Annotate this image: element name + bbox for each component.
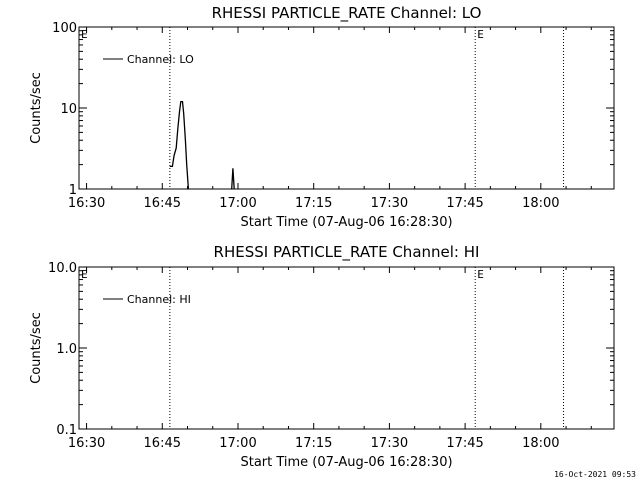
panel-2-y-tick-label: 0.1: [56, 423, 77, 438]
panel-2-y-tick-label: 10.0: [48, 261, 77, 276]
panel-2-x-axis-label: Start Time (07-Aug-06 16:28:30): [240, 455, 452, 470]
panel-1-event-flag: E: [477, 28, 484, 41]
panel-2-x-tick-label: 17:00: [219, 436, 256, 451]
panel-2-plot-frame: [78, 266, 615, 430]
panel-2-x-tick-label: 17:45: [446, 436, 483, 451]
panel-1-series-blip: [231, 168, 235, 190]
panel-2-x-tick-label: 17:30: [371, 436, 408, 451]
panel-2-chart-title: RHESSI PARTICLE_RATE Channel: HI: [214, 243, 480, 262]
panel-2-event-flag: E: [81, 268, 88, 281]
panel-1-x-axis-label: Start Time (07-Aug-06 16:28:30): [240, 215, 452, 230]
panel-1-x-tick-label: 16:45: [144, 196, 181, 211]
panel-1-y-axis-label: Counts/sec: [29, 72, 44, 144]
panel-1-y-tick-label: 10: [60, 102, 77, 117]
panel-1-event-flag: E: [81, 28, 88, 41]
panel-2-x-tick-label: 18:00: [522, 436, 559, 451]
panel-2-y-axis-label: Counts/sec: [29, 312, 44, 384]
panel-2-legend-label: Channel: HI: [127, 293, 191, 306]
panel-1-x-tick-label: 17:45: [446, 196, 483, 211]
panel-1-series-line: [169, 100, 190, 190]
panel-2-x-tick-label: 16:30: [68, 436, 105, 451]
panel-2-x-tick-label: 16:45: [144, 436, 181, 451]
panel-1-x-tick-label: 17:00: [219, 196, 256, 211]
panel-2-x-tick-label: 17:15: [295, 436, 332, 451]
panel-1-x-tick-label: 17:30: [371, 196, 408, 211]
panel-1-plot-frame: [78, 26, 615, 190]
panel-1-x-tick-label: 17:15: [295, 196, 332, 211]
panel-1-x-tick-label: 16:30: [68, 196, 105, 211]
panel-1-legend-label: Channel: LO: [127, 53, 194, 66]
panel-1-y-tick-label: 100: [52, 21, 77, 36]
panel-2-event-flag: E: [477, 268, 484, 281]
panel-1-chart-title: RHESSI PARTICLE_RATE Channel: LO: [212, 4, 482, 23]
panel-2-y-tick-label: 1.0: [56, 342, 77, 357]
panel-1-x-tick-label: 18:00: [522, 196, 559, 211]
panel-1-y-tick-label: 1: [69, 183, 77, 198]
generation-timestamp: 16-Oct-2021 09:53: [554, 470, 636, 479]
